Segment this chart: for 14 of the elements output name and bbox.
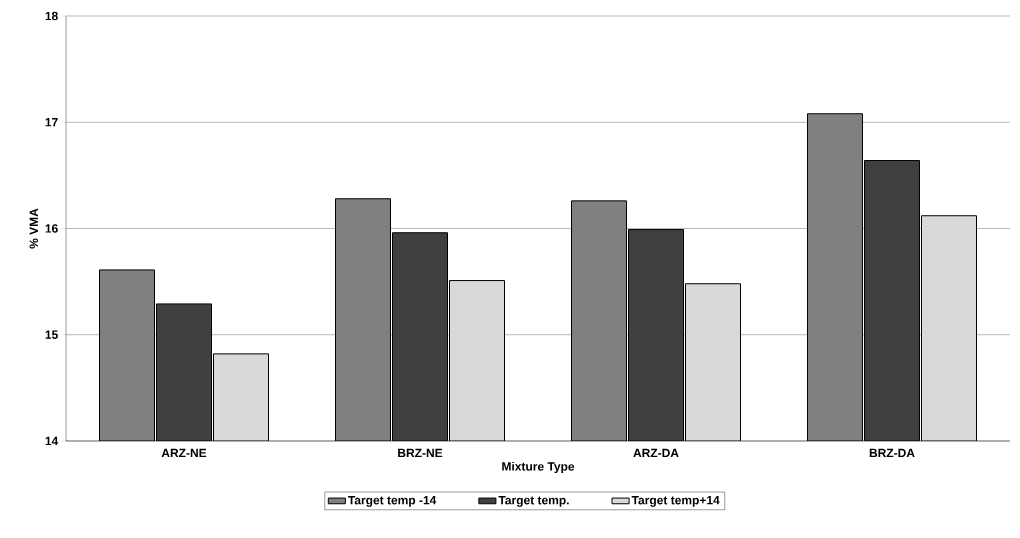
x-tick-label: BRZ-DA (869, 448, 915, 458)
y-tick-label: 16 (45, 224, 58, 233)
y-tick-label: 14 (45, 436, 59, 446)
legend-label: Target temp -14 (348, 496, 437, 507)
y-tick-label: 17 (45, 118, 58, 127)
legend-label: Target temp. (498, 496, 569, 507)
legend-label: Target temp+14 (631, 496, 720, 507)
x-tick-label: BRZ-NE (398, 448, 443, 458)
x-tick-label: ARZ-NE (161, 448, 207, 458)
y-tick-label: 18 (45, 11, 58, 21)
y-axis-title: % VMA (29, 208, 38, 249)
x-tick-label: ARZ-DA (633, 448, 679, 458)
y-tick-label: 15 (45, 330, 58, 339)
x-axis-title: Mixture Type (502, 461, 575, 474)
